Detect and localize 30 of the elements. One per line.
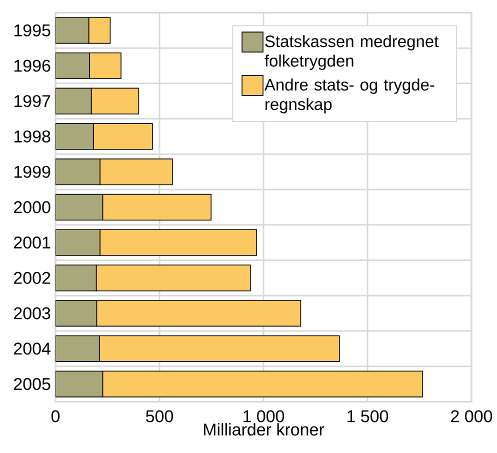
y-tick-label: 2005 (14, 378, 50, 390)
bar (56, 335, 100, 362)
x-tick-label: 500 (146, 410, 174, 422)
bar (56, 300, 98, 327)
x-tick-label: 1 500 (348, 410, 388, 422)
bar (56, 123, 94, 150)
y-tick-label: 1995 (14, 24, 50, 36)
y-tick-label: 2002 (14, 272, 50, 284)
y-tick-label: 1997 (14, 95, 50, 108)
bar (56, 158, 100, 186)
legend-label: Statskassen medregnet folketrygden (264, 35, 439, 70)
bar (56, 370, 104, 398)
y-tick-label: 2000 (14, 201, 50, 214)
bar (56, 264, 97, 292)
x-tick-label: 1 000 (244, 410, 284, 422)
bar (56, 229, 100, 256)
y-tick-label: 1999 (14, 166, 50, 178)
legend-label: Andre stats- og trygde-regnskap (264, 78, 434, 114)
y-tick-label: 2004 (14, 342, 50, 355)
y-tick-label: 2001 (14, 236, 50, 249)
x-tick-label: 2 000 (451, 410, 492, 422)
x-axis-title: Milliarder kroner (204, 423, 324, 436)
y-tick-label: 1998 (14, 130, 50, 142)
bar (56, 52, 90, 80)
y-tick-label: 1996 (14, 60, 50, 72)
bar (56, 194, 104, 221)
bar (56, 17, 90, 44)
y-tick-label: 2003 (14, 307, 50, 320)
x-tick-label: 0 (51, 410, 60, 422)
bar (56, 88, 92, 114)
